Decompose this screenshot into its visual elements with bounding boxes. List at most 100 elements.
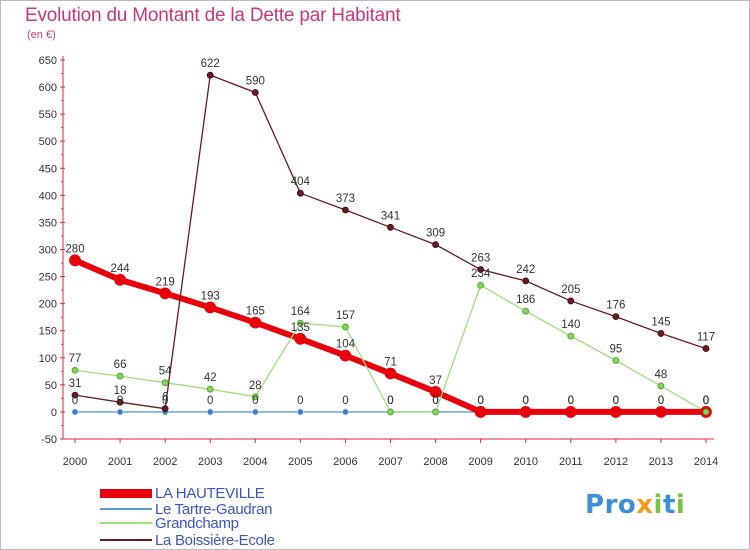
y-tick-label: 450 <box>39 163 57 175</box>
data-point <box>567 332 575 340</box>
data-point <box>296 408 304 416</box>
y-tick-label: 250 <box>39 272 57 284</box>
data-label: 0 <box>613 395 619 407</box>
y-tick-label: 200 <box>39 299 57 311</box>
data-label: 0 <box>252 395 258 407</box>
data-label: 0 <box>523 395 529 407</box>
data-label: 309 <box>426 228 445 240</box>
data-label: 590 <box>246 75 265 87</box>
x-tick-label: 2014 <box>694 456 718 468</box>
y-tick-label: 400 <box>39 190 57 202</box>
data-point <box>612 313 620 321</box>
data-label: 373 <box>336 193 355 205</box>
data-point <box>71 408 79 416</box>
data-label: 404 <box>291 176 311 188</box>
data-point <box>342 323 349 331</box>
data-point <box>161 405 169 413</box>
y-tick-label: 650 <box>39 55 57 67</box>
data-label: 234 <box>471 268 491 280</box>
chart-unit: (en €) <box>27 29 56 41</box>
data-label: 244 <box>110 263 130 275</box>
data-point <box>294 332 307 345</box>
data-point <box>116 372 124 380</box>
legend-item-le-tartre-gaudran: Le Tartre-Gaudran <box>100 500 273 518</box>
x-tick-label: 2006 <box>333 456 357 468</box>
data-point <box>609 406 622 418</box>
data-point <box>71 366 79 374</box>
data-label: 0 <box>523 395 529 407</box>
x-tick-label: 2005 <box>288 456 312 468</box>
x-tick-label: 2009 <box>468 456 492 468</box>
data-label: 176 <box>606 300 625 312</box>
data-point <box>71 391 79 399</box>
y-tick-label: 350 <box>39 217 57 229</box>
data-point <box>522 277 530 285</box>
data-label: 71 <box>384 356 397 368</box>
data-point <box>114 273 126 286</box>
data-point <box>206 385 214 393</box>
data-point <box>339 349 352 362</box>
y-tick-label: 150 <box>39 326 57 338</box>
y-tick-label: 550 <box>39 109 57 121</box>
data-point <box>251 89 259 96</box>
data-label: 117 <box>697 332 715 344</box>
data-label: 0 <box>342 395 348 407</box>
data-label: 0 <box>568 395 574 407</box>
data-label: 0 <box>613 395 619 407</box>
data-label: 145 <box>651 316 670 328</box>
data-point <box>342 206 349 214</box>
data-label: 31 <box>69 378 82 390</box>
chart-title: Evolution du Montant de la Dette par Hab… <box>25 5 401 26</box>
data-label: 0 <box>162 395 168 407</box>
data-label: 341 <box>381 210 400 222</box>
x-tick-label: 2001 <box>108 456 132 468</box>
data-point <box>384 367 397 380</box>
y-tick-label: -50 <box>41 434 57 446</box>
data-point <box>477 266 485 273</box>
data-point <box>387 223 394 231</box>
data-point <box>296 189 304 197</box>
data-label: 95 <box>609 343 622 355</box>
data-label: 42 <box>204 372 217 384</box>
data-point <box>116 398 124 406</box>
legend-swatch <box>100 488 152 498</box>
data-point <box>519 406 532 418</box>
legend-item-la-hauteville: LA HAUTEVILLE <box>100 485 265 502</box>
data-point <box>477 281 485 289</box>
data-label: 0 <box>477 395 483 407</box>
legend-item-grandchamp: Grandchamp <box>100 514 239 532</box>
legend-swatch <box>100 508 152 510</box>
data-label: 0 <box>477 395 483 407</box>
data-label: 263 <box>471 253 490 265</box>
data-point <box>116 408 124 416</box>
data-label: 0 <box>703 395 709 407</box>
data-label: 205 <box>561 284 580 296</box>
data-label: 0 <box>387 395 393 407</box>
data-label: 6 <box>162 392 168 404</box>
legend-label: Le Tartre-Gaudran <box>155 500 273 518</box>
legend-label: Grandchamp <box>155 514 239 532</box>
data-label: 0 <box>117 395 123 407</box>
data-point <box>249 316 262 329</box>
data-point <box>702 408 710 416</box>
data-label: 0 <box>703 395 709 407</box>
data-label: 48 <box>655 369 668 381</box>
data-point <box>251 393 259 401</box>
data-label: 77 <box>69 353 82 365</box>
data-label: 193 <box>201 290 220 302</box>
data-point <box>432 408 439 416</box>
data-point <box>69 254 81 267</box>
x-tick-label: 2010 <box>513 456 537 468</box>
data-label: 0 <box>432 395 438 407</box>
data-point <box>429 385 442 398</box>
data-label: 157 <box>336 310 355 322</box>
data-label: 622 <box>201 58 220 70</box>
y-tick-label: 50 <box>45 380 57 392</box>
data-label: 219 <box>156 276 175 288</box>
x-tick-label: 2008 <box>423 456 447 468</box>
data-label: 18 <box>114 385 127 397</box>
data-point <box>702 345 710 352</box>
y-tick-label: 600 <box>39 82 57 94</box>
x-tick-label: 2000 <box>63 456 87 468</box>
